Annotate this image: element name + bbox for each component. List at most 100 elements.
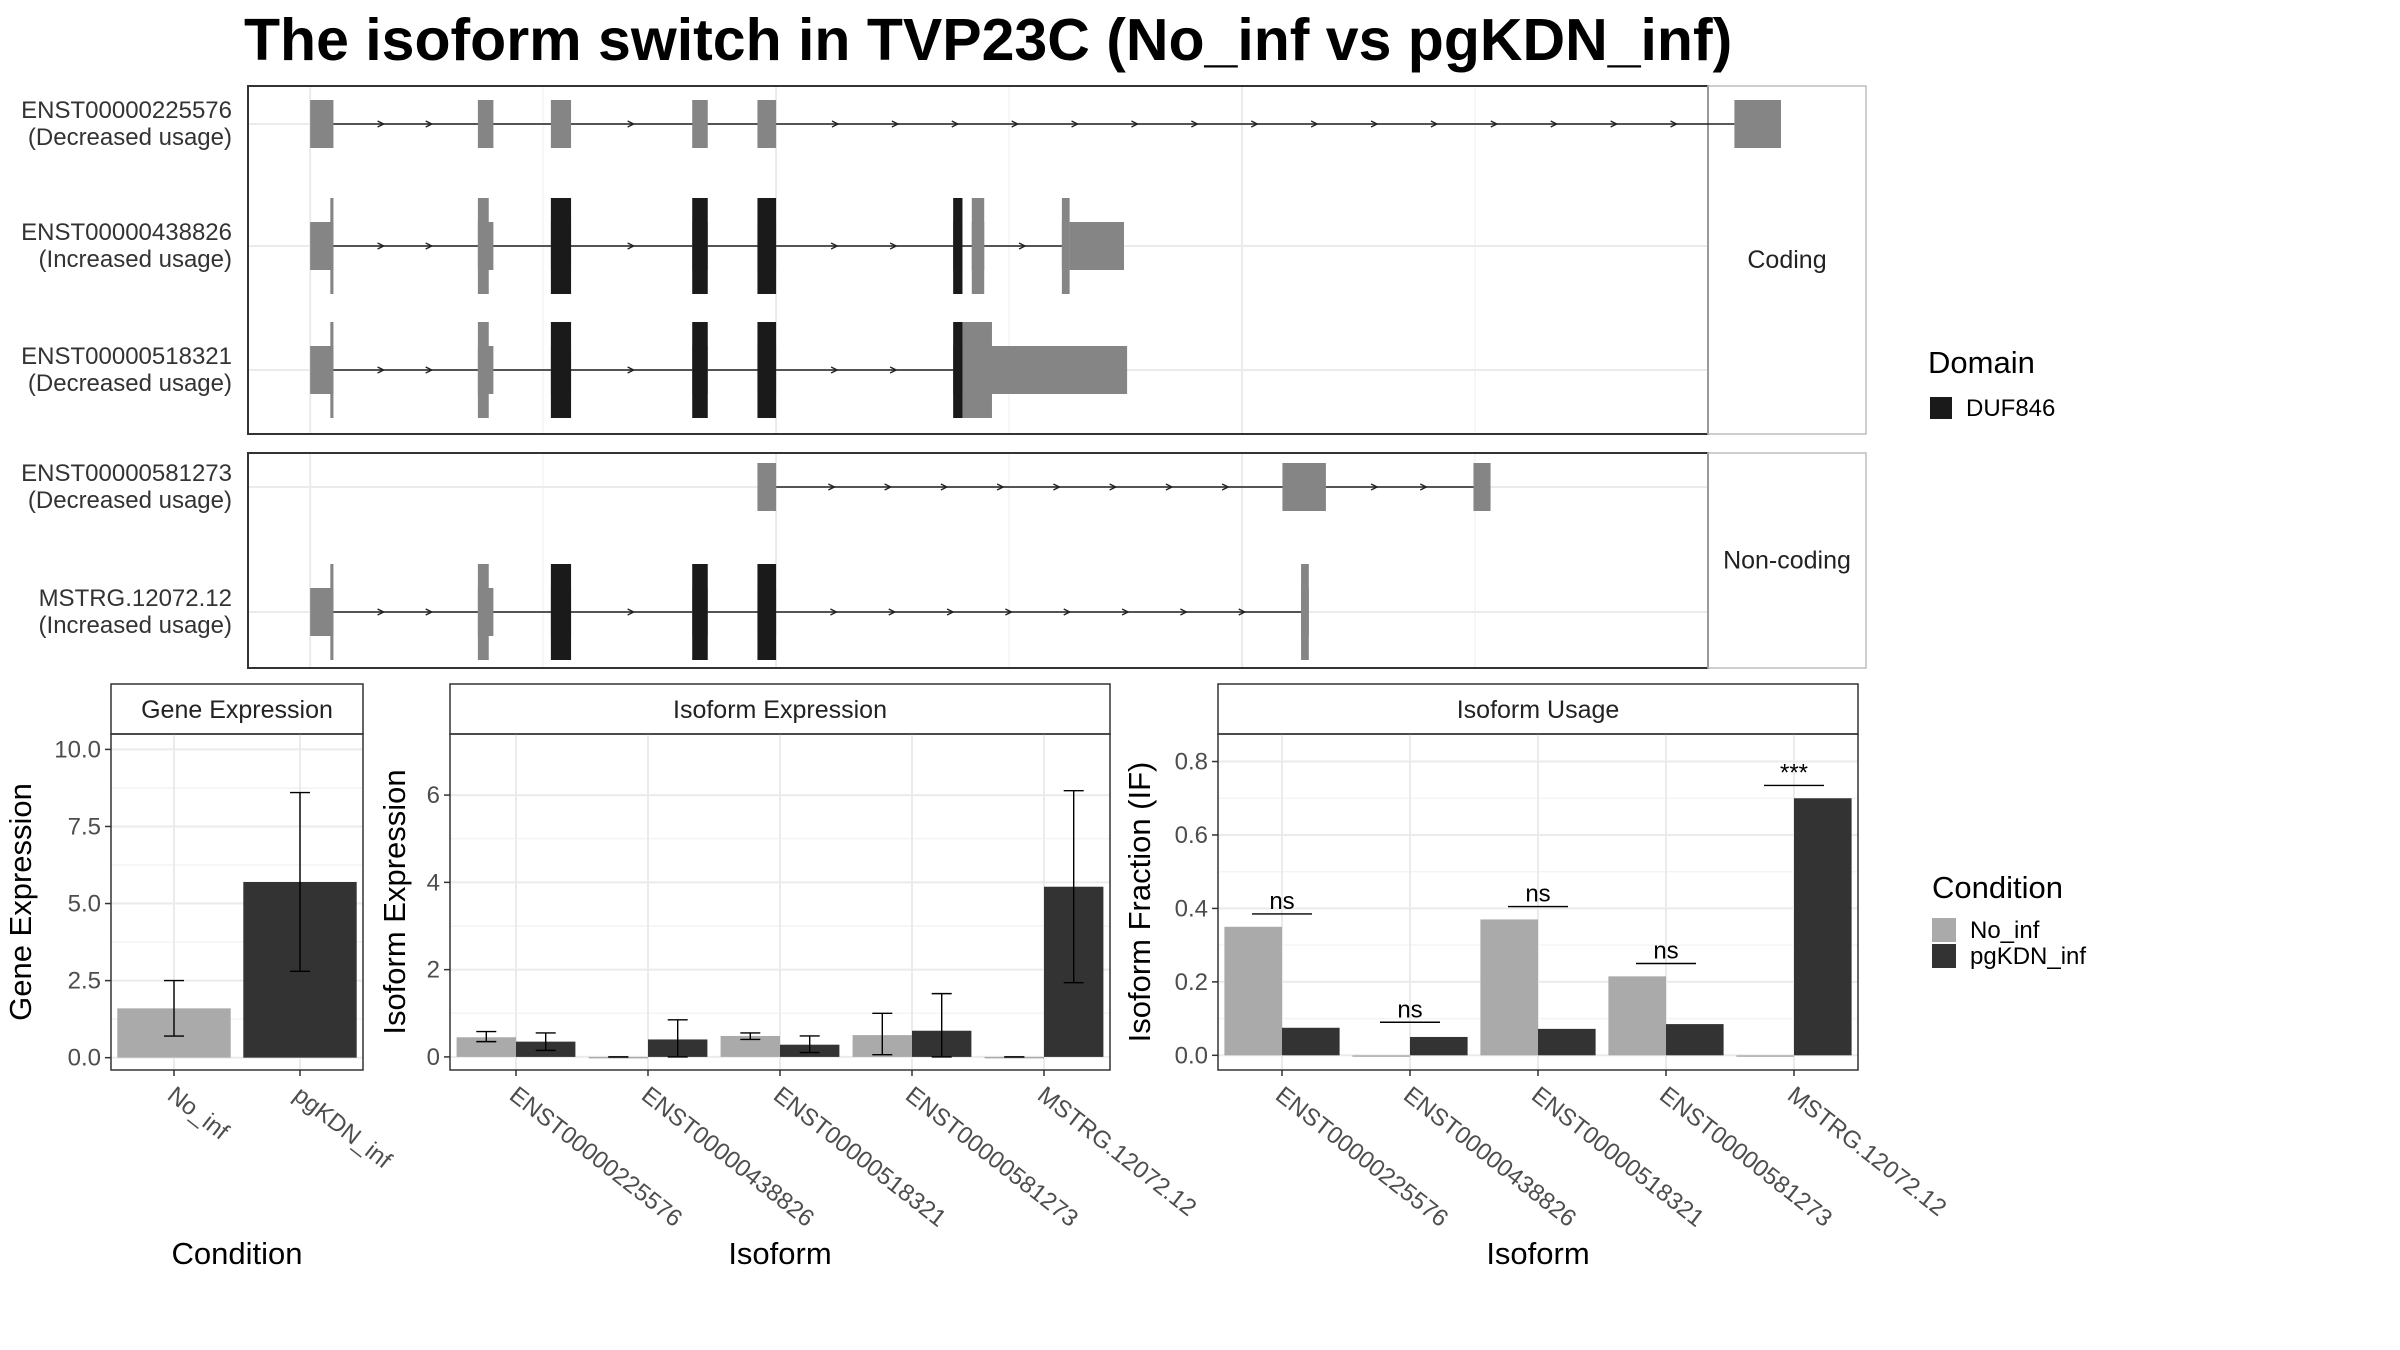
intron-arrow <box>1005 608 1013 616</box>
y-tick-label: 0.0 <box>68 1045 101 1072</box>
significance-label: *** <box>1780 759 1808 786</box>
isoform-usage-label: (Decreased usage) <box>28 487 232 514</box>
bar <box>1410 1036 1468 1056</box>
intron-arrow <box>1011 120 1020 128</box>
exon-block <box>692 100 708 148</box>
cds-block <box>1301 564 1309 660</box>
intron-arrow <box>1550 120 1559 128</box>
domain-block <box>550 322 572 418</box>
intron-arrow <box>1238 608 1247 616</box>
significance-label: ns <box>1653 938 1678 965</box>
intron-arrow <box>830 242 839 250</box>
x-axis-title: Isoform <box>728 1236 831 1271</box>
intron-arrow <box>627 608 636 616</box>
intron-arrow <box>377 366 386 374</box>
significance-label: ns <box>1397 996 1422 1023</box>
bar <box>1608 976 1666 1056</box>
y-tick-label: 0.6 <box>1175 822 1208 849</box>
bar <box>1736 1055 1794 1057</box>
intron-arrow <box>377 608 386 616</box>
intron-arrow <box>1490 120 1499 128</box>
bar <box>456 1037 516 1057</box>
intron-arrow <box>1370 120 1379 128</box>
isoform-usage-label: (Increased usage) <box>39 612 232 639</box>
intron-arrow <box>425 242 434 250</box>
intron-arrow <box>951 120 960 128</box>
y-tick-label: 7.5 <box>68 813 101 840</box>
significance-label: ns <box>1269 888 1294 915</box>
panel-strip-title: Isoform Expression <box>673 696 887 724</box>
y-tick-label: 2 <box>427 957 440 984</box>
y-tick-label: 2.5 <box>68 968 101 995</box>
cds-block <box>330 198 334 294</box>
intron-arrow <box>830 608 838 616</box>
bar <box>720 1035 780 1057</box>
intron-arrow <box>377 242 386 250</box>
intron-arrow <box>1610 120 1619 128</box>
exon-block <box>1734 100 1781 148</box>
panel-border <box>110 733 364 1071</box>
facet-strip-box <box>1707 452 1867 669</box>
bar <box>984 1056 1044 1059</box>
isoform-id-label: MSTRG.12072.12 <box>39 585 232 612</box>
bar <box>1666 1024 1724 1056</box>
domain-block <box>692 198 708 294</box>
intron-arrow <box>1165 483 1174 491</box>
legend-condition-key <box>1932 944 1956 968</box>
legend-condition-key <box>1932 918 1956 942</box>
cds-block <box>330 322 334 418</box>
intron-arrow <box>1018 242 1027 250</box>
intron-arrow <box>1121 608 1130 616</box>
domain-block <box>550 564 572 660</box>
cds-block <box>1061 198 1070 294</box>
cds-block <box>962 322 992 418</box>
exon-block <box>1282 463 1326 511</box>
x-axis-title: Condition <box>172 1236 303 1271</box>
x-tick-label: pgKDN_inf <box>288 1081 396 1174</box>
intron-arrow <box>1109 483 1118 491</box>
intron-arrow <box>1221 483 1230 491</box>
y-tick-label: 10.0 <box>54 736 101 763</box>
exon-block <box>757 463 777 511</box>
facet-label: Non-coding <box>1723 547 1851 575</box>
isoform-id-label: ENST00000518321 <box>21 343 232 370</box>
intron-arrow <box>1131 120 1140 128</box>
legend-condition-title: Condition <box>1932 870 2063 905</box>
intron-arrow <box>425 608 434 616</box>
y-tick-label: 4 <box>427 869 440 896</box>
y-tick-label: 0.0 <box>1175 1042 1208 1069</box>
exon-block <box>310 588 334 636</box>
intron-arrow <box>425 366 434 374</box>
gene-expression-panel: Gene Expression 0.0 2.5 5.0 7.5 10.0 No_inf pgK… <box>3 683 397 1271</box>
cds-block <box>477 198 489 294</box>
domain-block <box>953 198 963 294</box>
legend-domain-title: Domain <box>1928 345 2035 380</box>
chart-title: The isoform switch in TVP23C (No_inf vs … <box>244 7 1732 73</box>
intron-arrow <box>1071 120 1080 128</box>
bar <box>1352 1055 1410 1057</box>
intron-arrow <box>627 366 636 374</box>
bar <box>1480 919 1538 1056</box>
intron-arrow <box>627 242 636 250</box>
bar <box>588 1056 648 1059</box>
isoform-id-label: ENST00000581273 <box>21 460 232 487</box>
intron-arrow <box>627 120 636 128</box>
exon-block <box>1473 463 1491 511</box>
facet-strip-box <box>1707 85 1867 435</box>
isoform-usage-label: (Decreased usage) <box>28 370 232 397</box>
x-tick-label: No_inf <box>162 1081 234 1145</box>
intron-arrow <box>830 366 839 374</box>
isoform-expression-panel: Isoform Expression0246ENST00000225576ENS… <box>377 683 1201 1271</box>
domain-block <box>550 198 572 294</box>
isoform-id-label: ENST00000438826 <box>21 219 232 246</box>
exon-block <box>1069 222 1124 270</box>
intron-arrow <box>1419 483 1428 491</box>
exon-block <box>477 100 494 148</box>
facet-label: Coding <box>1747 246 1826 274</box>
exon-block <box>310 100 334 148</box>
y-tick-label: 0.2 <box>1175 969 1208 996</box>
intron-arrow <box>891 120 900 128</box>
intron-arrow <box>1053 483 1061 491</box>
y-axis-title: Gene Expression <box>3 783 38 1021</box>
